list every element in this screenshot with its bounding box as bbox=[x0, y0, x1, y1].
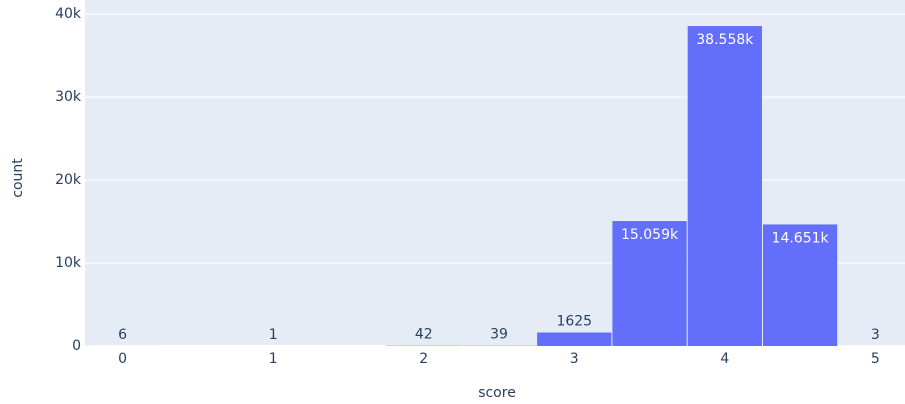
data-label: 15.059k bbox=[621, 227, 679, 243]
data-label: 1625 bbox=[556, 314, 592, 330]
y-axis-title: count bbox=[10, 158, 26, 198]
data-label: 14.651k bbox=[772, 230, 830, 246]
data-label: 42 bbox=[415, 327, 433, 343]
y-tick-label: 40k bbox=[55, 6, 82, 22]
x-tick-label: 3 bbox=[570, 351, 579, 367]
bar bbox=[762, 224, 838, 346]
x-tick-label: 2 bbox=[419, 351, 428, 367]
y-tick-label: 30k bbox=[55, 89, 82, 105]
y-tick-label: 0 bbox=[72, 338, 81, 354]
data-label: 3 bbox=[871, 327, 880, 343]
data-label: 38.558k bbox=[696, 32, 754, 48]
x-tick-label: 5 bbox=[871, 351, 880, 367]
data-label: 1 bbox=[269, 327, 278, 343]
x-tick-label: 0 bbox=[118, 351, 127, 367]
x-tick-label: 1 bbox=[269, 351, 278, 367]
data-label: 6 bbox=[118, 327, 127, 343]
x-tick-label: 4 bbox=[720, 351, 729, 367]
bar bbox=[687, 26, 762, 346]
y-tick-label: 20k bbox=[55, 172, 82, 188]
y-tick-label: 10k bbox=[55, 255, 82, 271]
bar bbox=[612, 221, 687, 346]
x-axis-title: score bbox=[478, 385, 516, 401]
data-label: 39 bbox=[490, 327, 508, 343]
bar bbox=[537, 332, 612, 346]
